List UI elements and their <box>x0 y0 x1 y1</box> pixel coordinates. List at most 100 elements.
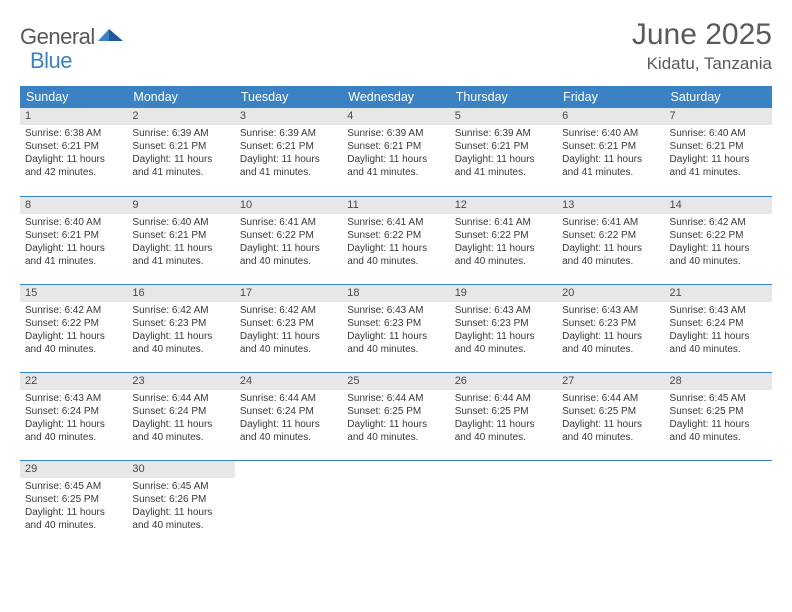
day-number: 18 <box>342 285 449 302</box>
day-details: Sunrise: 6:45 AMSunset: 6:25 PMDaylight:… <box>20 478 127 536</box>
day-details: Sunrise: 6:40 AMSunset: 6:21 PMDaylight:… <box>665 125 772 183</box>
weekday-header: Thursday <box>450 86 557 108</box>
day-number: 7 <box>665 108 772 125</box>
day-number: 15 <box>20 285 127 302</box>
header: General June 2025 Kidatu, Tanzania <box>20 18 772 74</box>
day-number: 30 <box>127 461 234 478</box>
calendar-table: SundayMondayTuesdayWednesdayThursdayFrid… <box>20 86 772 548</box>
day-details: Sunrise: 6:41 AMSunset: 6:22 PMDaylight:… <box>450 214 557 272</box>
calendar-day-cell: 8Sunrise: 6:40 AMSunset: 6:21 PMDaylight… <box>20 196 127 284</box>
day-details: Sunrise: 6:39 AMSunset: 6:21 PMDaylight:… <box>127 125 234 183</box>
weekday-header: Wednesday <box>342 86 449 108</box>
day-number: 2 <box>127 108 234 125</box>
calendar-empty-cell <box>450 460 557 548</box>
day-details: Sunrise: 6:42 AMSunset: 6:23 PMDaylight:… <box>235 302 342 360</box>
calendar-day-cell: 12Sunrise: 6:41 AMSunset: 6:22 PMDayligh… <box>450 196 557 284</box>
day-number: 6 <box>557 108 664 125</box>
calendar-day-cell: 21Sunrise: 6:43 AMSunset: 6:24 PMDayligh… <box>665 284 772 372</box>
day-number: 21 <box>665 285 772 302</box>
day-details: Sunrise: 6:40 AMSunset: 6:21 PMDaylight:… <box>557 125 664 183</box>
day-details: Sunrise: 6:42 AMSunset: 6:23 PMDaylight:… <box>127 302 234 360</box>
day-number: 28 <box>665 373 772 390</box>
day-details: Sunrise: 6:40 AMSunset: 6:21 PMDaylight:… <box>20 214 127 272</box>
calendar-page: General June 2025 Kidatu, Tanzania Blue … <box>0 0 792 558</box>
calendar-day-cell: 22Sunrise: 6:43 AMSunset: 6:24 PMDayligh… <box>20 372 127 460</box>
calendar-day-cell: 27Sunrise: 6:44 AMSunset: 6:25 PMDayligh… <box>557 372 664 460</box>
day-number: 24 <box>235 373 342 390</box>
day-number: 12 <box>450 197 557 214</box>
day-number: 11 <box>342 197 449 214</box>
day-number: 1 <box>20 108 127 125</box>
day-details: Sunrise: 6:41 AMSunset: 6:22 PMDaylight:… <box>557 214 664 272</box>
calendar-day-cell: 7Sunrise: 6:40 AMSunset: 6:21 PMDaylight… <box>665 108 772 196</box>
day-number: 13 <box>557 197 664 214</box>
calendar-week-row: 8Sunrise: 6:40 AMSunset: 6:21 PMDaylight… <box>20 196 772 284</box>
calendar-day-cell: 18Sunrise: 6:43 AMSunset: 6:23 PMDayligh… <box>342 284 449 372</box>
day-details: Sunrise: 6:41 AMSunset: 6:22 PMDaylight:… <box>342 214 449 272</box>
day-details: Sunrise: 6:45 AMSunset: 6:26 PMDaylight:… <box>127 478 234 536</box>
calendar-day-cell: 4Sunrise: 6:39 AMSunset: 6:21 PMDaylight… <box>342 108 449 196</box>
day-details: Sunrise: 6:44 AMSunset: 6:25 PMDaylight:… <box>342 390 449 448</box>
calendar-week-row: 22Sunrise: 6:43 AMSunset: 6:24 PMDayligh… <box>20 372 772 460</box>
day-details: Sunrise: 6:44 AMSunset: 6:24 PMDaylight:… <box>235 390 342 448</box>
calendar-day-cell: 10Sunrise: 6:41 AMSunset: 6:22 PMDayligh… <box>235 196 342 284</box>
calendar-week-row: 29Sunrise: 6:45 AMSunset: 6:25 PMDayligh… <box>20 460 772 548</box>
calendar-day-cell: 29Sunrise: 6:45 AMSunset: 6:25 PMDayligh… <box>20 460 127 548</box>
calendar-day-cell: 6Sunrise: 6:40 AMSunset: 6:21 PMDaylight… <box>557 108 664 196</box>
weekday-header: Monday <box>127 86 234 108</box>
day-details: Sunrise: 6:40 AMSunset: 6:21 PMDaylight:… <box>127 214 234 272</box>
day-number: 25 <box>342 373 449 390</box>
day-details: Sunrise: 6:43 AMSunset: 6:23 PMDaylight:… <box>557 302 664 360</box>
weekday-header: Saturday <box>665 86 772 108</box>
day-number: 14 <box>665 197 772 214</box>
calendar-day-cell: 17Sunrise: 6:42 AMSunset: 6:23 PMDayligh… <box>235 284 342 372</box>
calendar-day-cell: 19Sunrise: 6:43 AMSunset: 6:23 PMDayligh… <box>450 284 557 372</box>
month-title: June 2025 <box>632 18 772 52</box>
calendar-day-cell: 30Sunrise: 6:45 AMSunset: 6:26 PMDayligh… <box>127 460 234 548</box>
day-details: Sunrise: 6:42 AMSunset: 6:22 PMDaylight:… <box>20 302 127 360</box>
weekday-header: Sunday <box>20 86 127 108</box>
calendar-day-cell: 9Sunrise: 6:40 AMSunset: 6:21 PMDaylight… <box>127 196 234 284</box>
day-details: Sunrise: 6:44 AMSunset: 6:25 PMDaylight:… <box>450 390 557 448</box>
day-number: 20 <box>557 285 664 302</box>
day-details: Sunrise: 6:45 AMSunset: 6:25 PMDaylight:… <box>665 390 772 448</box>
weekday-header-row: SundayMondayTuesdayWednesdayThursdayFrid… <box>20 86 772 108</box>
calendar-day-cell: 23Sunrise: 6:44 AMSunset: 6:24 PMDayligh… <box>127 372 234 460</box>
day-number: 26 <box>450 373 557 390</box>
calendar-week-row: 15Sunrise: 6:42 AMSunset: 6:22 PMDayligh… <box>20 284 772 372</box>
calendar-day-cell: 26Sunrise: 6:44 AMSunset: 6:25 PMDayligh… <box>450 372 557 460</box>
day-number: 4 <box>342 108 449 125</box>
day-number: 19 <box>450 285 557 302</box>
day-number: 23 <box>127 373 234 390</box>
day-details: Sunrise: 6:38 AMSunset: 6:21 PMDaylight:… <box>20 125 127 183</box>
day-number: 27 <box>557 373 664 390</box>
title-block: June 2025 Kidatu, Tanzania <box>632 18 772 74</box>
logo: General <box>20 24 124 50</box>
calendar-day-cell: 13Sunrise: 6:41 AMSunset: 6:22 PMDayligh… <box>557 196 664 284</box>
day-number: 9 <box>127 197 234 214</box>
day-details: Sunrise: 6:43 AMSunset: 6:24 PMDaylight:… <box>665 302 772 360</box>
logo-blue-row: Blue <box>30 48 72 74</box>
calendar-empty-cell <box>557 460 664 548</box>
calendar-day-cell: 16Sunrise: 6:42 AMSunset: 6:23 PMDayligh… <box>127 284 234 372</box>
day-number: 16 <box>127 285 234 302</box>
day-number: 10 <box>235 197 342 214</box>
calendar-day-cell: 2Sunrise: 6:39 AMSunset: 6:21 PMDaylight… <box>127 108 234 196</box>
day-details: Sunrise: 6:42 AMSunset: 6:22 PMDaylight:… <box>665 214 772 272</box>
calendar-day-cell: 5Sunrise: 6:39 AMSunset: 6:21 PMDaylight… <box>450 108 557 196</box>
day-details: Sunrise: 6:41 AMSunset: 6:22 PMDaylight:… <box>235 214 342 272</box>
calendar-day-cell: 3Sunrise: 6:39 AMSunset: 6:21 PMDaylight… <box>235 108 342 196</box>
day-details: Sunrise: 6:39 AMSunset: 6:21 PMDaylight:… <box>342 125 449 183</box>
calendar-empty-cell <box>235 460 342 548</box>
calendar-day-cell: 15Sunrise: 6:42 AMSunset: 6:22 PMDayligh… <box>20 284 127 372</box>
day-details: Sunrise: 6:39 AMSunset: 6:21 PMDaylight:… <box>450 125 557 183</box>
weekday-header: Tuesday <box>235 86 342 108</box>
day-details: Sunrise: 6:43 AMSunset: 6:23 PMDaylight:… <box>450 302 557 360</box>
calendar-day-cell: 1Sunrise: 6:38 AMSunset: 6:21 PMDaylight… <box>20 108 127 196</box>
calendar-day-cell: 14Sunrise: 6:42 AMSunset: 6:22 PMDayligh… <box>665 196 772 284</box>
calendar-day-cell: 25Sunrise: 6:44 AMSunset: 6:25 PMDayligh… <box>342 372 449 460</box>
day-number: 22 <box>20 373 127 390</box>
day-number: 8 <box>20 197 127 214</box>
logo-word1: General <box>20 24 95 50</box>
calendar-day-cell: 28Sunrise: 6:45 AMSunset: 6:25 PMDayligh… <box>665 372 772 460</box>
